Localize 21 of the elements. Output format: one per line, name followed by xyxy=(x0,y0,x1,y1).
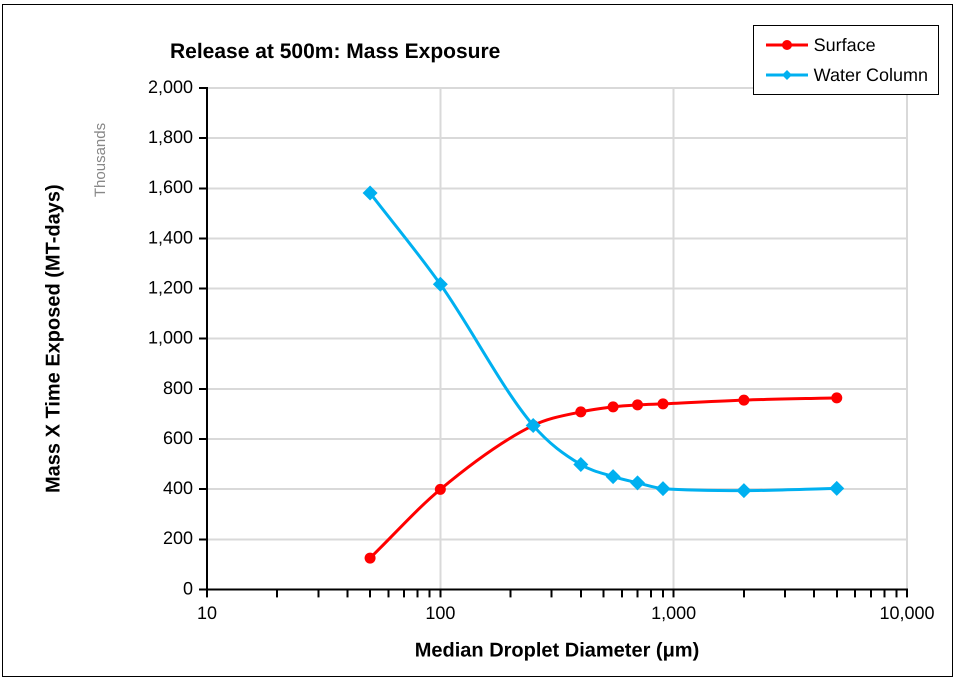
y-tick-label: 800 xyxy=(162,378,193,398)
x-tick-label: 10 xyxy=(196,603,218,624)
y-tick-label: 1,800 xyxy=(148,127,193,148)
y-tick-label: 1,600 xyxy=(148,177,193,198)
x-tick-label: 100 xyxy=(425,603,456,624)
legend-label: Surface xyxy=(814,34,876,56)
x-tick-label: 1,000 xyxy=(651,603,696,624)
y-tick-label: 1,400 xyxy=(148,227,193,248)
y-tick-label: 600 xyxy=(162,428,193,448)
legend-label: Water Column xyxy=(814,64,928,86)
chart-title: Release at 500m: Mass Exposure xyxy=(170,40,500,63)
y-tick-label: 2,000 xyxy=(148,76,193,97)
y-axis-title: Mass X Time Exposed (MT-days) xyxy=(42,184,65,494)
y-tick-label: 1,000 xyxy=(148,328,193,348)
y-tick-label: 400 xyxy=(162,478,193,498)
x-axis-title: Median Droplet Diameter (μm) xyxy=(414,640,700,662)
y-tick-label: 0 xyxy=(182,578,193,598)
x-tick-label: 10,000 xyxy=(879,603,935,624)
y-tick-label: 1,200 xyxy=(148,278,193,298)
text: Thousands xyxy=(92,122,110,198)
y-tick-label: 200 xyxy=(162,528,193,548)
